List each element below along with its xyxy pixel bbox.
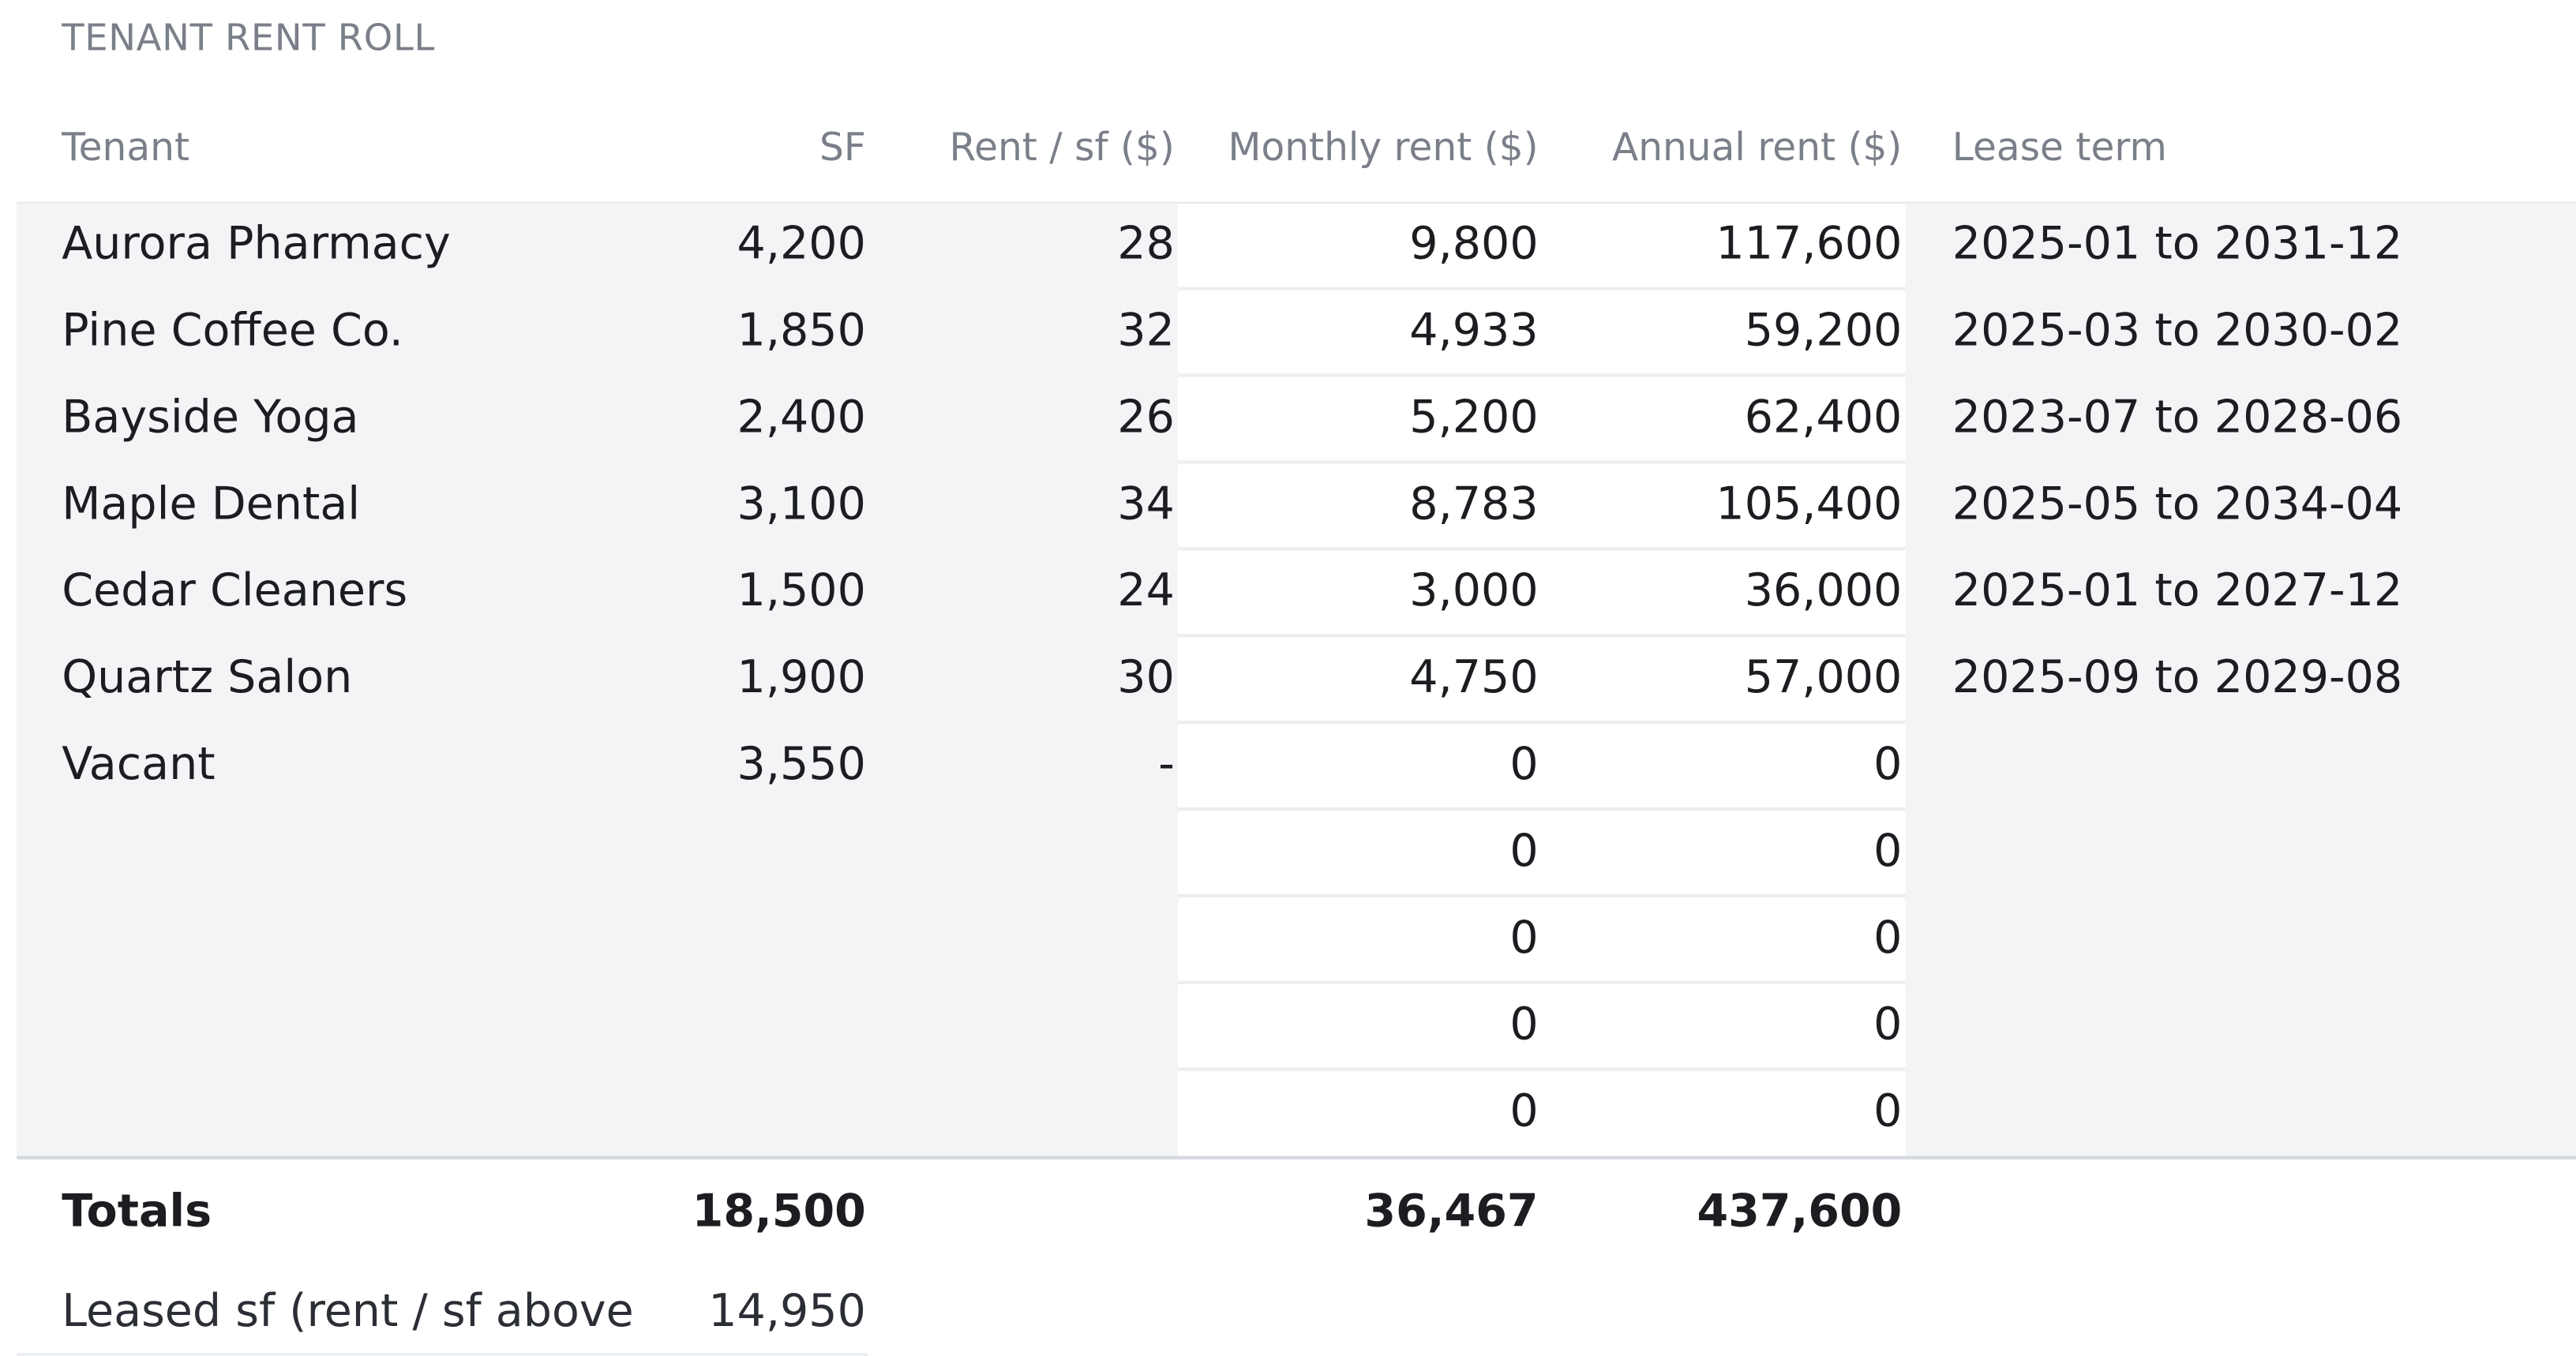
tenant-cell[interactable]: Vacant [62,739,216,791]
monthly-rent-cell: 4,750 [1409,652,1539,704]
totals-annual-rent: 437,600 [1697,1186,1903,1238]
tenant-cell[interactable]: Bayside Yoga [62,391,359,444]
table-row: 0 0 [17,897,2576,984]
table-row: Aurora Pharmacy 4,200 28 9,800 117,600 2… [17,204,2576,290]
sf-cell[interactable]: 3,100 [737,478,866,531]
table-row: Bayside Yoga 2,400 26 5,200 62,400 2023-… [17,377,2576,464]
header-annual-rent: Annual rent ($) [1611,126,1903,170]
annual-rent-cell: 0 [1873,998,1903,1051]
header-monthly-rent: Monthly rent ($) [1228,126,1539,170]
row-divider [1178,980,1906,984]
rent-per-sf-cell[interactable]: 24 [1117,565,1175,617]
row-divider [1178,893,1906,898]
row-divider [1178,807,1906,811]
lease-term-cell[interactable]: 2023-07 to 2028-06 [1952,391,2403,444]
leased-sf-row: Leased sf (rent / sf above 14,950 [17,1268,2576,1354]
row-divider [1178,721,1906,725]
monthly-rent-cell: 0 [1509,912,1539,965]
annual-rent-cell: 36,000 [1744,565,1903,617]
totals-row: Totals 18,500 36,467 437,600 [17,1167,2576,1260]
sf-cell[interactable]: 1,500 [737,565,866,617]
row-divider [1178,460,1906,464]
leased-sf-value: 14,950 [708,1286,866,1339]
table-row: 0 0 [17,811,2576,898]
table-row: Vacant 3,550 - 0 0 [17,724,2576,811]
tenant-cell[interactable]: Aurora Pharmacy [62,218,451,271]
row-divider [1178,547,1906,551]
rent-per-sf-cell[interactable]: 30 [1117,652,1175,704]
table-row: Maple Dental 3,100 34 8,783 105,400 2025… [17,464,2576,551]
row-divider [1178,1067,1906,1071]
table-row: Cedar Cleaners 1,500 24 3,000 36,000 202… [17,550,2576,638]
annual-rent-cell: 0 [1873,912,1903,965]
tenant-cell[interactable]: Pine Coffee Co. [62,305,403,358]
lease-term-cell[interactable]: 2025-09 to 2029-08 [1952,652,2403,704]
tenant-cell[interactable]: Cedar Cleaners [62,565,408,617]
header-rent-per-sf: Rent / sf ($) [949,126,1175,170]
lease-term-cell[interactable]: 2025-01 to 2031-12 [1952,218,2403,271]
totals-sf: 18,500 [692,1186,866,1238]
row-divider [1178,373,1906,377]
monthly-rent-cell: 8,783 [1409,478,1539,531]
lease-term-cell[interactable]: 2025-03 to 2030-02 [1952,305,2403,358]
annual-rent-cell: 0 [1873,826,1903,878]
rent-per-sf-cell[interactable]: 26 [1117,391,1175,444]
annual-rent-cell: 105,400 [1715,478,1903,531]
lease-term-cell[interactable]: 2025-05 to 2034-04 [1952,478,2403,531]
monthly-rent-cell: 0 [1509,826,1539,878]
tenant-cell[interactable]: Quartz Salon [62,652,353,704]
leased-row-divider [17,1353,868,1356]
monthly-rent-cell: 0 [1509,739,1539,791]
sf-cell[interactable]: 1,900 [737,652,866,704]
totals-monthly-rent: 36,467 [1364,1186,1539,1238]
sf-cell[interactable]: 3,550 [737,739,866,791]
sf-cell[interactable]: 4,200 [737,218,866,271]
rent-per-sf-cell[interactable]: - [1158,739,1175,791]
rent-per-sf-cell[interactable]: 28 [1117,218,1175,271]
row-divider [1178,634,1906,638]
annual-rent-cell: 59,200 [1744,305,1903,358]
monthly-rent-cell: 5,200 [1409,391,1539,444]
annual-rent-cell: 62,400 [1744,391,1903,444]
sf-cell[interactable]: 2,400 [737,391,866,444]
table-row: 0 0 [17,984,2576,1071]
table-row: Quartz Salon 1,900 30 4,750 57,000 2025-… [17,637,2576,725]
table-row: Pine Coffee Co. 1,850 32 4,933 59,200 20… [17,290,2576,377]
annual-rent-cell: 0 [1873,739,1903,791]
header-sf: SF [819,126,866,170]
monthly-rent-cell: 0 [1509,1085,1539,1138]
row-divider [1178,287,1906,290]
table-row: 0 0 [17,1071,2576,1158]
annual-rent-cell: 117,600 [1715,218,1903,271]
annual-rent-cell: 57,000 [1744,652,1903,704]
leased-sf-label: Leased sf (rent / sf above [62,1286,634,1339]
rent-per-sf-cell[interactable]: 32 [1117,305,1175,358]
section-title: TENANT RENT ROLL [62,18,436,61]
sf-cell[interactable]: 1,850 [737,305,866,358]
tenant-cell[interactable]: Maple Dental [62,478,361,531]
monthly-rent-cell: 3,000 [1409,565,1539,617]
lease-term-cell[interactable]: 2025-01 to 2027-12 [1952,565,2403,617]
monthly-rent-cell: 4,933 [1409,305,1539,358]
monthly-rent-cell: 9,800 [1409,218,1539,271]
calculated-columns-background [1178,203,1906,1158]
monthly-rent-cell: 0 [1509,998,1539,1051]
rent-per-sf-cell[interactable]: 34 [1117,478,1175,531]
header-lease-term: Lease term [1952,126,2167,170]
totals-label: Totals [62,1186,212,1238]
table-header: Tenant SF Rent / sf ($) Monthly rent ($)… [17,100,2576,205]
table-bottom-border [17,1156,2576,1159]
annual-rent-cell: 0 [1873,1085,1903,1138]
header-tenant: Tenant [62,126,190,170]
